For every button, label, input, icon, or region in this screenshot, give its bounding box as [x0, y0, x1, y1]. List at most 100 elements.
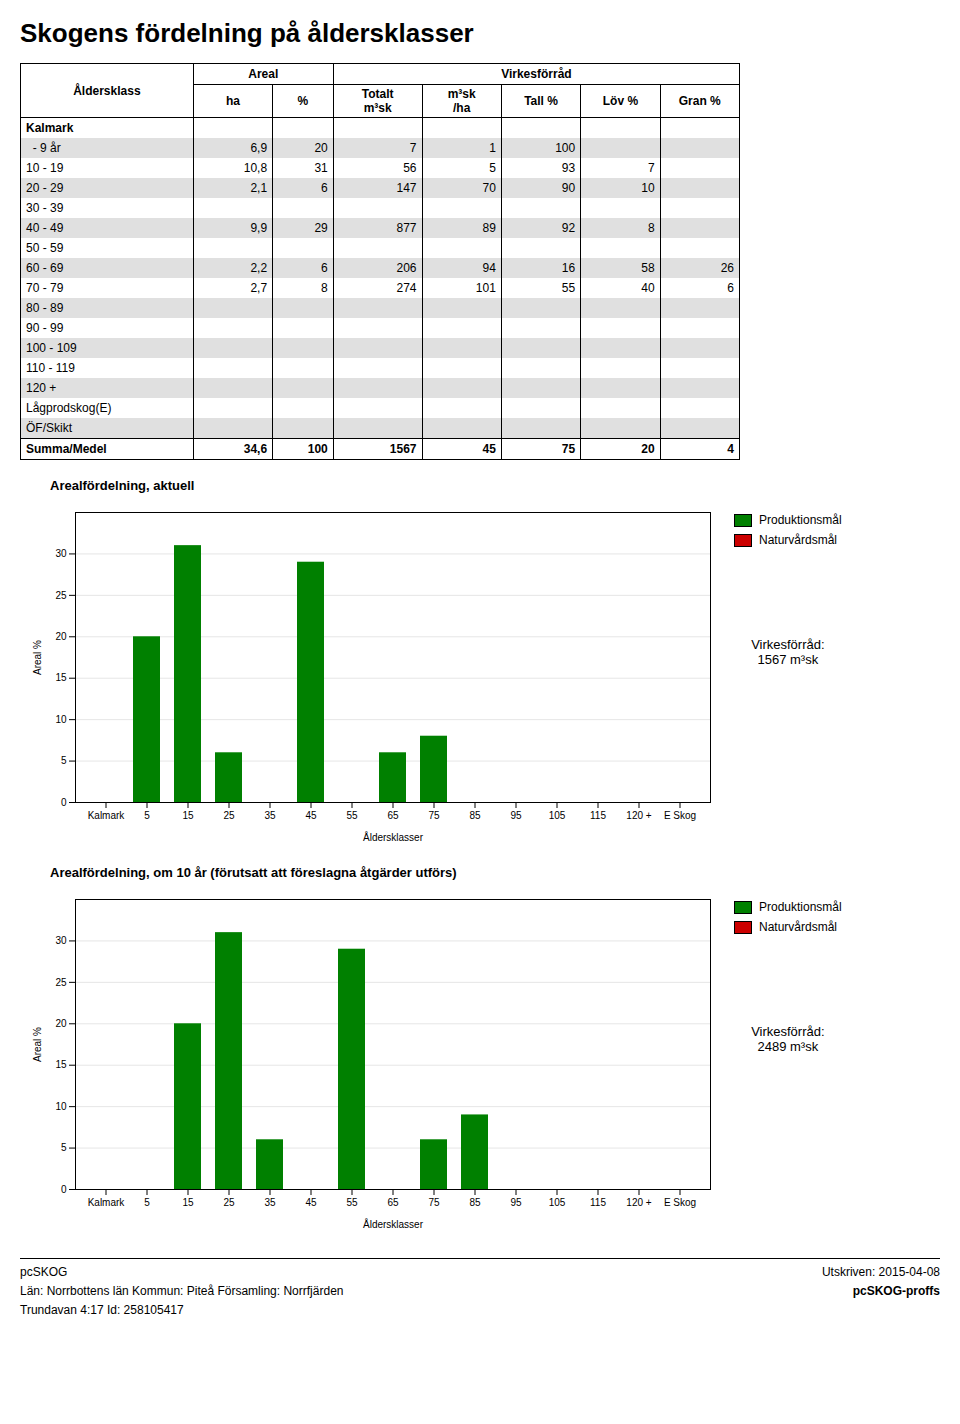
html-text:80 - 89: 80 - 89	[26, 301, 64, 315]
html-text:877: 877	[396, 221, 417, 235]
svg-text:120 +: 120 +	[626, 810, 651, 821]
html-text:89: 89	[482, 221, 496, 235]
html-text:6,9: 6,9	[250, 141, 268, 155]
html-text:30 - 39: 30 - 39	[26, 201, 64, 215]
html-text:Totalt m³sk: Totalt m³sk	[361, 87, 394, 115]
svg-text:E Skog: E Skog	[664, 1197, 696, 1208]
html-text:31: 31	[314, 161, 328, 175]
svg-text:Åldersklasser: Åldersklasser	[363, 1218, 424, 1230]
html-text:93: 93	[561, 161, 576, 175]
html-text:Virkesförråd: 1567 m³sk: Virkesförråd: 1567 m³sk	[751, 637, 825, 667]
svg-text:15: 15	[55, 1059, 67, 1070]
html-text:90: 90	[561, 181, 576, 195]
html-text:Löv %: Löv %	[602, 94, 639, 108]
svg-text:5: 5	[61, 755, 67, 766]
html-text:40 - 49: 40 - 49	[26, 221, 64, 235]
html-text:94: 94	[482, 261, 496, 275]
svg-text:95: 95	[510, 810, 522, 821]
html-text:Gran %: Gran %	[678, 94, 721, 108]
svg-text:E Skog: E Skog	[664, 810, 696, 821]
svg-text:25: 25	[223, 1197, 235, 1208]
html-text:2,7: 2,7	[250, 281, 268, 295]
html-text:9,9: 9,9	[250, 221, 268, 235]
svg-text:25: 25	[55, 977, 67, 988]
html-text:101: 101	[475, 281, 496, 295]
html-text:Arealfördelning, om 10 år (för: Arealfördelning, om 10 år (förutsatt att…	[50, 865, 457, 880]
svg-text:0: 0	[61, 1184, 67, 1195]
svg-text:75: 75	[428, 1197, 440, 1208]
svg-text:Areal %: Areal %	[32, 640, 43, 675]
html-text:- 9 år: - 9 år	[26, 141, 61, 155]
svg-text:30: 30	[55, 548, 67, 559]
svg-text:105: 105	[549, 1197, 566, 1208]
svg-text:55: 55	[346, 810, 358, 821]
html-text:Kalmark: Kalmark	[26, 121, 74, 135]
html-text:55: 55	[561, 281, 576, 295]
svg-text:Kalmark: Kalmark	[88, 810, 126, 821]
svg-text:5: 5	[61, 1142, 67, 1153]
html-text:Åldersklass: Åldersklass	[73, 83, 141, 98]
html-text:10: 10	[641, 181, 655, 195]
html-text:20: 20	[314, 141, 328, 155]
svg-text:Areal %: Areal %	[32, 1027, 43, 1062]
svg-text:85: 85	[469, 1197, 481, 1208]
html-text:26: 26	[720, 261, 734, 275]
html-text:100: 100	[555, 141, 576, 155]
svg-text:25: 25	[55, 590, 67, 601]
html-text:206: 206	[396, 261, 417, 275]
svg-text:Åldersklasser: Åldersklasser	[363, 831, 424, 843]
html-text:20 - 29: 20 - 29	[26, 181, 64, 195]
html-text:Arealfördelning, aktuell: Arealfördelning, aktuell	[50, 478, 195, 493]
html-text:10,8: 10,8	[243, 161, 268, 175]
svg-text:95: 95	[510, 1197, 522, 1208]
html-text:60 - 69: 60 - 69	[26, 261, 64, 275]
html-text:56: 56	[403, 161, 417, 175]
svg-text:30: 30	[55, 935, 67, 946]
svg-text:5: 5	[144, 1197, 150, 1208]
html-text:2,1: 2,1	[250, 181, 268, 195]
svg-text:65: 65	[387, 810, 399, 821]
html-text:Tall %: Tall %	[524, 94, 558, 108]
svg-text:120 +: 120 +	[626, 1197, 651, 1208]
svg-text:15: 15	[55, 672, 67, 683]
svg-text:75: 75	[428, 810, 440, 821]
svg-text:115: 115	[590, 810, 606, 821]
html-text:40: 40	[641, 281, 655, 295]
svg-text:15: 15	[182, 1197, 194, 1208]
svg-text:Kalmark: Kalmark	[88, 1197, 126, 1208]
html-text:274: 274	[396, 281, 417, 295]
svg-text:20: 20	[55, 631, 67, 642]
html-text:2,2: 2,2	[250, 261, 268, 275]
svg-text:115: 115	[590, 1197, 606, 1208]
html-text:16: 16	[561, 261, 576, 275]
html-text:Areal: Areal	[248, 67, 279, 81]
svg-text:10: 10	[55, 714, 67, 725]
svg-text:35: 35	[264, 1197, 276, 1208]
svg-text:35: 35	[264, 810, 276, 821]
svg-text:10: 10	[55, 1101, 67, 1112]
svg-text:105: 105	[549, 810, 566, 821]
html-text:70 - 79: 70 - 79	[26, 281, 64, 295]
html-text:147: 147	[396, 181, 417, 195]
html-text:ha: ha	[225, 94, 240, 108]
html-text:m³sk /ha: m³sk /ha	[447, 87, 476, 115]
html-text:Virkesförråd: 2489 m³sk: Virkesförråd: 2489 m³sk	[751, 1024, 825, 1054]
html-text:Virkesförråd: Virkesförråd	[501, 67, 572, 81]
html-text:Skogens fördelning på ålderskl: Skogens fördelning på åldersklasser	[20, 18, 474, 48]
svg-text:20: 20	[55, 1018, 67, 1029]
svg-text:5: 5	[144, 810, 150, 821]
html-text:29: 29	[314, 221, 328, 235]
svg-text:55: 55	[346, 1197, 358, 1208]
svg-text:0: 0	[61, 797, 67, 808]
svg-text:15: 15	[182, 810, 194, 821]
html-text:92: 92	[561, 221, 576, 235]
svg-text:45: 45	[305, 810, 317, 821]
svg-text:45: 45	[305, 1197, 317, 1208]
html-text:10 - 19: 10 - 19	[26, 161, 64, 175]
svg-text:25: 25	[223, 810, 235, 821]
svg-text:65: 65	[387, 1197, 399, 1208]
html-text:58: 58	[641, 261, 655, 275]
svg-text:85: 85	[469, 810, 481, 821]
html-text:50 - 59: 50 - 59	[26, 241, 64, 255]
html-text:70: 70	[482, 181, 496, 195]
